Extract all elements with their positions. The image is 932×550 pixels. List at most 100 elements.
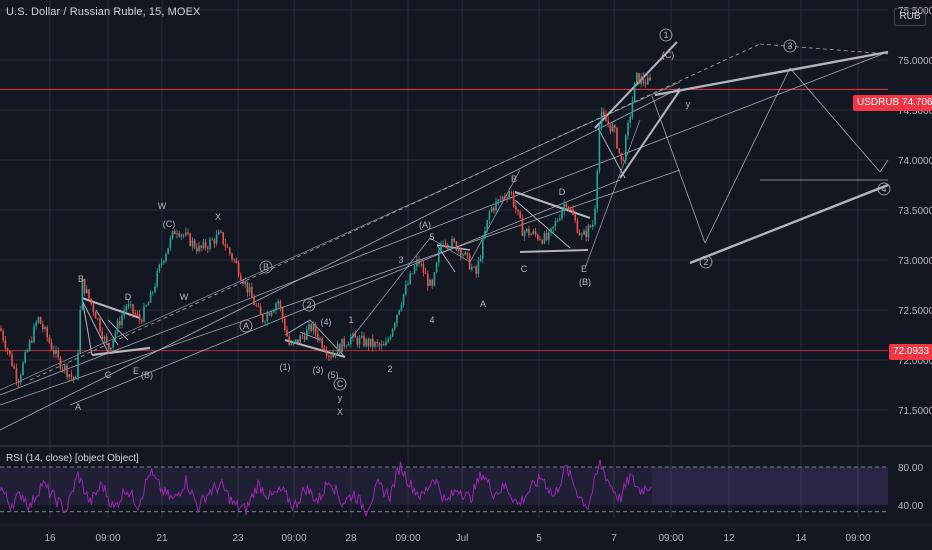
candle-down [614, 125, 616, 128]
candle-down [517, 209, 519, 212]
time-tick-label: 12 [723, 533, 735, 544]
candle-down [321, 338, 323, 348]
candle-up [28, 340, 31, 351]
candle-up [583, 230, 585, 235]
candle-down [618, 148, 620, 153]
candle-up [631, 101, 634, 118]
candle-up [435, 262, 438, 273]
wave-line [689, 183, 889, 265]
candle-up [26, 350, 29, 352]
candle-down [253, 297, 255, 305]
candle-down [468, 254, 471, 270]
candle-down [178, 233, 180, 237]
candle-up [416, 259, 418, 267]
rsi-band [0, 467, 652, 505]
symbol-title: U.S. Dollar / Russian Ruble, 15, MOEX [6, 6, 201, 18]
candle-down [268, 313, 271, 316]
candle-down [262, 314, 264, 323]
candle-up [332, 353, 334, 358]
candle-down [134, 313, 136, 315]
time-tick-label: 7 [611, 533, 617, 544]
rsi-pane[interactable] [0, 459, 888, 518]
candle-up [264, 321, 266, 323]
candle-down [314, 324, 317, 334]
wave-label: C [521, 264, 528, 274]
candle-down [281, 307, 284, 319]
candle-up [149, 292, 152, 303]
candle-down [367, 339, 370, 347]
candle-down [383, 344, 385, 346]
candle-down [72, 376, 75, 380]
wave-label: (B) [141, 370, 153, 380]
candle-down [189, 233, 191, 246]
candle-up [402, 294, 405, 305]
candle-down [61, 368, 64, 370]
wave-label: (4) [321, 317, 332, 327]
candle-down [193, 240, 196, 248]
candle-up [462, 254, 464, 256]
candle-down [246, 281, 249, 293]
wave-label: (C) [163, 219, 176, 229]
wave-line [704, 67, 791, 244]
wave-line [95, 309, 119, 346]
candle-down [240, 275, 242, 281]
candle-down [567, 206, 570, 210]
candle-up [77, 352, 79, 378]
time-tick-label: 23 [232, 533, 244, 544]
wave-label: B [511, 174, 517, 184]
candle-down [343, 338, 345, 347]
candle-up [169, 237, 172, 248]
candle-up [160, 262, 163, 265]
candle-down [572, 209, 574, 215]
candle-down [609, 124, 612, 132]
candle-down [512, 193, 515, 206]
wave-line [584, 119, 641, 269]
wave-line [349, 237, 431, 341]
candle-up [171, 230, 174, 238]
candle-down [453, 238, 455, 242]
candle-up [374, 342, 376, 347]
candle-down [174, 230, 176, 235]
candle-up [488, 211, 491, 220]
wave-label: y [686, 99, 691, 109]
candle-up [365, 339, 367, 346]
candle-down [237, 263, 240, 276]
candle-up [145, 305, 147, 307]
candle-down [101, 331, 103, 339]
candle-down [363, 335, 365, 346]
candle-down [515, 205, 517, 210]
candle-down [233, 259, 235, 261]
candle-down [534, 231, 537, 235]
wave-label: A [75, 402, 81, 412]
candle-up [442, 243, 444, 245]
rsi-indicator-title[interactable]: RSI (14, close) [object Object] [6, 453, 139, 464]
candle-down [541, 239, 543, 244]
candle-up [20, 375, 22, 383]
wave-label: (1) [280, 362, 291, 372]
wave-line [299, 331, 321, 341]
low-price-tag: 72.0933 [889, 344, 932, 360]
currency-button[interactable]: RUB [894, 8, 926, 26]
candle-up [198, 245, 200, 252]
candle-up [292, 341, 295, 344]
wave-label: X [215, 212, 221, 222]
candle-up [352, 333, 354, 338]
candle-up [636, 73, 638, 83]
candle-up [473, 266, 475, 268]
wave-label: 1 [348, 315, 353, 325]
wave-line [429, 237, 471, 263]
candle-up [270, 312, 273, 316]
price-tick-label: 73.5000 [898, 206, 932, 217]
candle-up [33, 325, 35, 343]
wave-label: (C) [662, 50, 675, 60]
candle-up [396, 314, 398, 324]
candle-down [286, 330, 288, 337]
candle-up [55, 350, 57, 354]
candle-up [640, 76, 642, 84]
candle-down [539, 239, 541, 241]
candle-down [136, 314, 139, 315]
candle-up [561, 210, 563, 219]
candle-down [506, 197, 508, 199]
